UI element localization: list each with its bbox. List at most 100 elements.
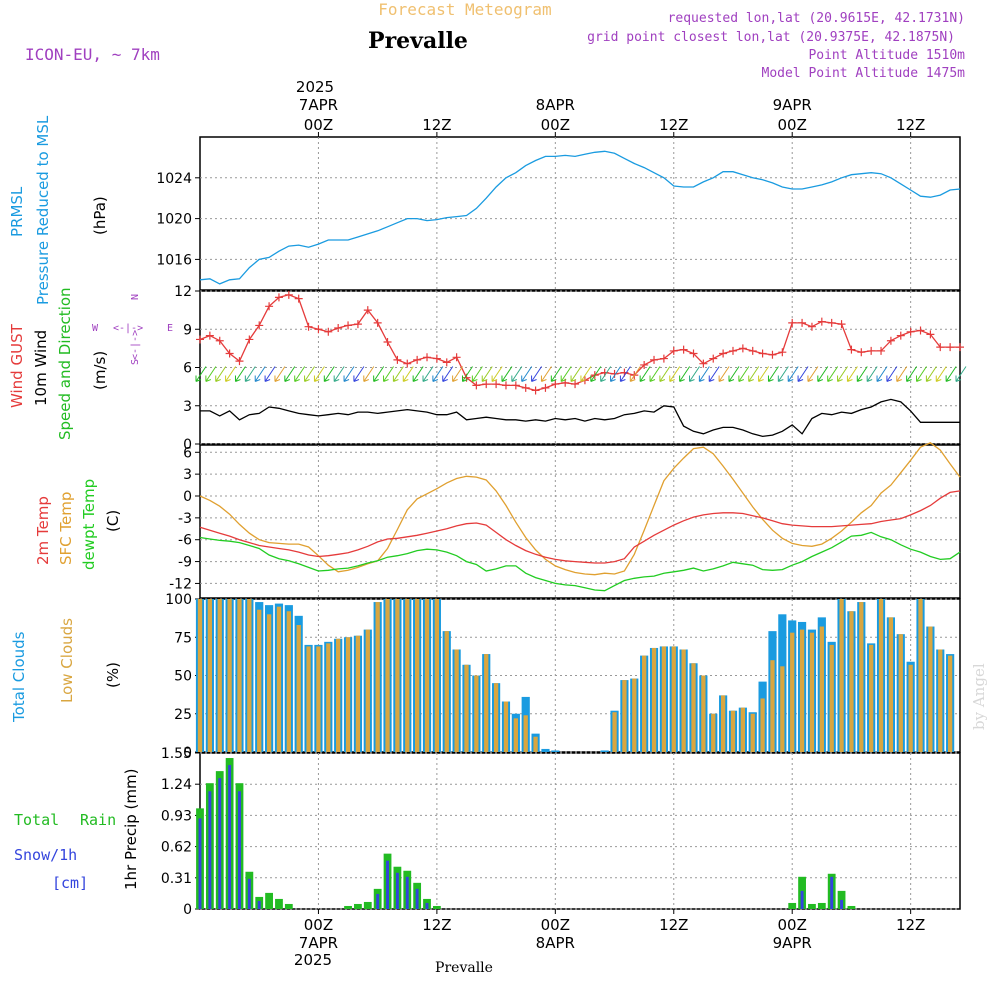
top-year: 2025: [296, 78, 334, 96]
gust-marker: [196, 335, 204, 344]
compass-rose: W E <-|-> <-|-> N S: [92, 294, 173, 365]
point-altitude: Point Altitude 1510m: [808, 48, 965, 63]
gust-marker: [255, 321, 264, 330]
wind-direction-arrow: [254, 366, 266, 382]
low-cloud-bar: [336, 638, 341, 752]
wind-direction-arrow: [501, 366, 513, 382]
gust-marker: [205, 331, 214, 340]
wind-direction-arrow: [945, 366, 957, 382]
wind-direction-arrow: [284, 366, 296, 382]
gust-marker: [363, 306, 372, 315]
gust-marker: [827, 318, 836, 327]
wind-direction-arrow: [195, 366, 207, 382]
compass-east: E: [167, 323, 173, 334]
gust-marker: [956, 343, 964, 352]
gust-marker: [403, 359, 412, 368]
wind-direction-arrow: [521, 366, 533, 382]
low-cloud-bar: [918, 599, 923, 752]
wind-direction-arrow: [886, 366, 898, 382]
low-cloud-bar: [651, 647, 657, 752]
snow-bar: [228, 765, 232, 909]
low-cloud-bar: [247, 599, 252, 752]
requested-coords: requested lon,lat (20.9615E, 42.1731N): [668, 11, 965, 26]
low-cloud-bar: [257, 609, 262, 752]
snow-unit: [cm]: [52, 874, 88, 892]
gust-marker: [857, 348, 866, 357]
low-cloud-bar: [286, 611, 291, 752]
gust-marker: [344, 321, 353, 330]
total-cloud-bar: [600, 750, 609, 752]
wind10-label: 10m Wind: [32, 330, 50, 406]
gust-marker: [748, 346, 757, 355]
bottom-time-label-3: 12Z: [659, 916, 688, 934]
wind-direction-arrow: [304, 366, 315, 382]
low-cloud-bar: [276, 606, 282, 752]
low-cloud-bar: [345, 637, 351, 752]
low-cloud-bar: [464, 664, 469, 752]
rain-bar: [808, 903, 816, 909]
gust-marker: [442, 358, 451, 367]
wind-direction-arrow: [827, 366, 839, 382]
gust-marker: [669, 346, 678, 355]
low-cloud-bar: [424, 599, 430, 752]
gust-marker: [926, 330, 935, 339]
snow-bar: [840, 899, 844, 909]
rain-bar: [432, 905, 441, 909]
gust-marker: [610, 369, 619, 378]
wind-direction-arrow: [619, 366, 631, 382]
total-cloud-bar: [551, 750, 560, 752]
low-cloud-bar: [859, 602, 864, 752]
snow-bar: [257, 900, 261, 909]
gust-marker: [699, 359, 708, 368]
gust-marker: [650, 355, 659, 364]
low-cloud-bar: [701, 675, 706, 752]
wind-direction-arrow: [580, 366, 592, 382]
wind-unit: (m/s): [91, 351, 109, 390]
gust-marker: [817, 317, 826, 326]
gust-marker: [215, 336, 224, 345]
low-cloud-bar: [681, 649, 686, 752]
low-cloud-bar: [355, 635, 361, 752]
dewpt-line: [199, 531, 961, 592]
gust-marker: [906, 327, 915, 336]
wind-direction-arrow: [442, 366, 454, 382]
gust-marker: [738, 344, 747, 353]
low-cloud-bar: [385, 599, 390, 752]
total-rain-label: Total: [14, 811, 59, 829]
gust-marker: [452, 353, 461, 362]
low-cloud-bar: [750, 713, 755, 752]
gust-label: Wind GUST: [8, 323, 26, 408]
panel-2-ytick-label-3: -3: [178, 511, 192, 527]
gust-marker: [324, 327, 333, 336]
wind-direction-arrow: [718, 366, 730, 382]
low-cloud-bar: [711, 713, 716, 752]
gust-marker: [521, 383, 530, 392]
bottom-time-label-1: 12Z: [422, 916, 451, 934]
wind-direction-arrow: [491, 366, 503, 382]
wind-direction-arrow: [215, 366, 227, 382]
low-cloud-bar: [326, 643, 331, 752]
panel-4-ytick-label-0: 0: [183, 902, 192, 918]
wind-direction-arrow: [294, 366, 306, 382]
rain-label: Rain: [80, 811, 116, 829]
low-cloud-bar: [780, 666, 785, 752]
gust-marker: [886, 336, 895, 345]
low-cloud-bar: [474, 675, 479, 752]
panel-4-ytick-label-2: 0.62: [161, 840, 192, 856]
gust-marker: [640, 360, 649, 369]
wind-direction-arrow: [471, 366, 483, 382]
wind-direction-arrow: [600, 366, 612, 382]
compass-west: W: [92, 323, 99, 334]
gust-marker: [758, 349, 767, 358]
snow-bar: [376, 893, 380, 909]
bottom-time-label-4: 00Z: [778, 916, 807, 934]
low-cloud-bar: [197, 599, 203, 752]
top-time-label-4: 00Z: [778, 116, 807, 134]
gust-marker: [373, 318, 382, 327]
total-clouds-label: Total Clouds: [10, 631, 28, 723]
low-cloud-bar: [799, 629, 805, 752]
bottom-time-label-5: 12Z: [896, 916, 925, 934]
model-altitude: Model Point Altitude 1475m: [762, 66, 966, 81]
top-time-label-2: 00Z: [541, 116, 570, 134]
